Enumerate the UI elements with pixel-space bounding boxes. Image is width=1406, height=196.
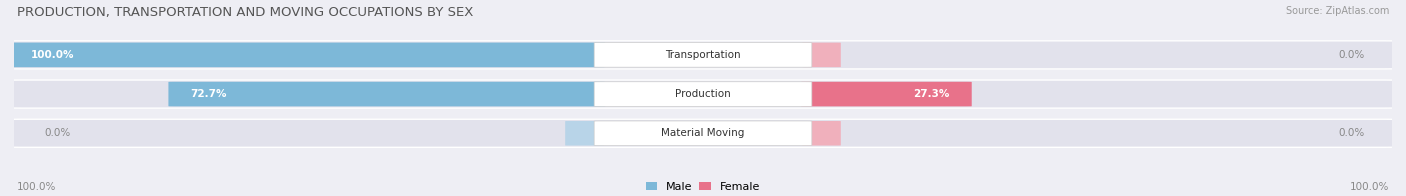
FancyBboxPatch shape [10, 119, 1396, 147]
FancyBboxPatch shape [595, 121, 811, 146]
FancyBboxPatch shape [565, 121, 603, 146]
Text: Production: Production [675, 89, 731, 99]
FancyBboxPatch shape [801, 82, 972, 106]
Text: 72.7%: 72.7% [190, 89, 226, 99]
Text: 0.0%: 0.0% [1339, 128, 1364, 138]
FancyBboxPatch shape [169, 82, 605, 106]
Text: PRODUCTION, TRANSPORTATION AND MOVING OCCUPATIONS BY SEX: PRODUCTION, TRANSPORTATION AND MOVING OC… [17, 6, 474, 19]
Text: 0.0%: 0.0% [1339, 50, 1364, 60]
Text: 100.0%: 100.0% [17, 182, 56, 192]
FancyBboxPatch shape [803, 121, 841, 146]
Text: Material Moving: Material Moving [661, 128, 745, 138]
Text: Transportation: Transportation [665, 50, 741, 60]
FancyBboxPatch shape [595, 82, 811, 106]
Text: 27.3%: 27.3% [914, 89, 949, 99]
FancyBboxPatch shape [10, 80, 1396, 108]
Text: 100.0%: 100.0% [1350, 182, 1389, 192]
Text: Source: ZipAtlas.com: Source: ZipAtlas.com [1285, 6, 1389, 16]
Text: 0.0%: 0.0% [45, 128, 70, 138]
FancyBboxPatch shape [8, 43, 605, 67]
FancyBboxPatch shape [10, 41, 1396, 69]
FancyBboxPatch shape [803, 43, 841, 67]
Text: 100.0%: 100.0% [31, 50, 75, 60]
Legend: Male, Female: Male, Female [647, 182, 759, 192]
FancyBboxPatch shape [595, 43, 811, 67]
